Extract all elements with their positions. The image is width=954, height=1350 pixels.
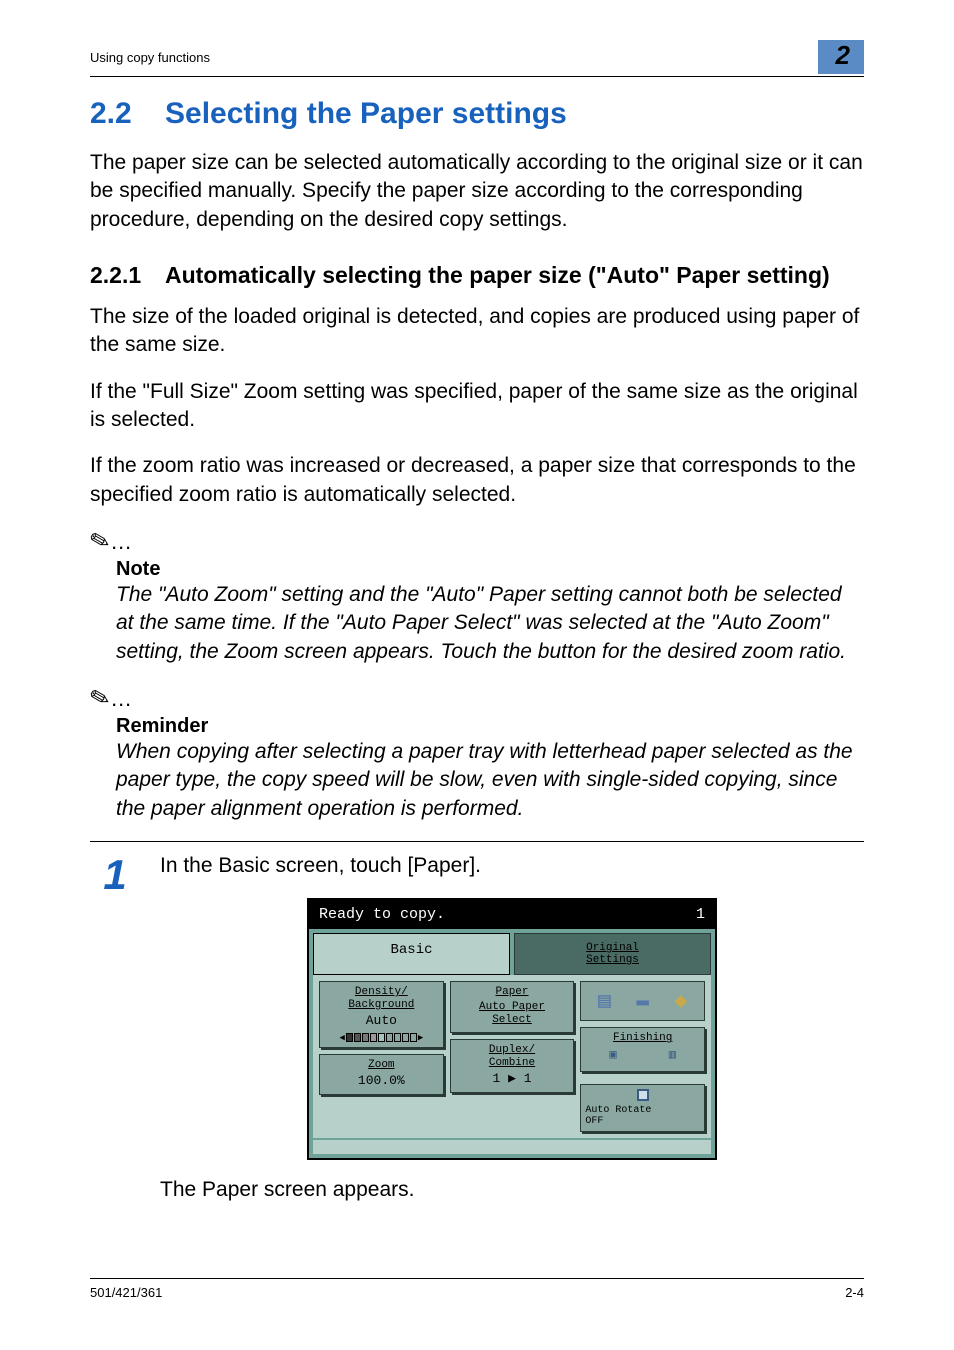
paragraph-3: If the zoom ratio was increased or decre… (90, 452, 864, 509)
lcd-zoom-button[interactable]: Zoom 100.0% (319, 1054, 444, 1096)
note-body: The "Auto Zoom" setting and the "Auto" P… (116, 581, 864, 666)
step-number: 1 (90, 854, 140, 1178)
step-after-text: The Paper screen appears. (160, 1178, 864, 1202)
staple-icon: ▤ (598, 988, 611, 1014)
lcd-finishing-button[interactable]: Finishing ▣ ▥ (580, 1027, 705, 1071)
step-1: 1 In the Basic screen, touch [Paper]. Re… (90, 841, 864, 1178)
lcd-status: Ready to copy. (319, 906, 445, 923)
running-head: Using copy functions (90, 50, 210, 65)
sort-icon: ▣ (609, 1049, 616, 1063)
reminder-label: Reminder (116, 715, 864, 738)
subsection-title: Automatically selecting the paper size (… (165, 262, 830, 289)
subsection-heading: 2.2.1 Automatically selecting the paper … (90, 262, 864, 289)
lcd-tab-basic[interactable]: Basic (313, 933, 510, 975)
footer-left: 501/421/361 (90, 1285, 162, 1300)
lcd-finishing-icons: ▤ ▬ ◆ (580, 981, 705, 1021)
lcd-density-button[interactable]: Density/ Background Auto ◀ ▶ (319, 981, 444, 1048)
intro-paragraph: The paper size can be selected automatic… (90, 149, 864, 234)
subsection-number: 2.2.1 (90, 262, 165, 289)
reminder-body: When copying after selecting a paper tra… (116, 738, 864, 823)
reminder-block: ✎… Reminder When copying after selecting… (90, 684, 864, 823)
density-bar-icon: ◀ ▶ (322, 1033, 441, 1043)
chapter-badge: 2 (818, 40, 864, 74)
note-block: ✎… Note The "Auto Zoom" setting and the … (90, 527, 864, 666)
fold-icon: ◆ (675, 988, 688, 1014)
dots-icon: … (110, 529, 134, 554)
lcd-count: 1 (696, 906, 705, 923)
lcd-tab-original-settings[interactable]: Original Settings (514, 933, 711, 975)
note-label: Note (116, 558, 864, 581)
punch-icon: ▬ (636, 990, 649, 1013)
lcd-duplex-button[interactable]: Duplex/ Combine 1 ▶ 1 (450, 1039, 575, 1093)
page-footer: 501/421/361 2-4 (90, 1278, 864, 1300)
page-header: Using copy functions 2 (90, 40, 864, 77)
paragraph-2: If the "Full Size" Zoom setting was spec… (90, 378, 864, 435)
footer-right: 2-4 (845, 1285, 864, 1300)
lcd-screenshot: Ready to copy. 1 Basic Original Settings… (160, 898, 864, 1160)
section-number: 2.2 (90, 97, 165, 131)
dots-icon: … (110, 686, 134, 711)
lcd-auto-rotate-button[interactable]: Auto Rotate OFF (580, 1084, 705, 1132)
step-text: In the Basic screen, touch [Paper]. (160, 854, 864, 878)
group-icon: ▥ (669, 1049, 676, 1063)
rotate-icon (637, 1089, 649, 1101)
paragraph-1: The size of the loaded original is detec… (90, 303, 864, 360)
lcd-paper-button[interactable]: Paper Auto Paper Select (450, 981, 575, 1033)
section-heading: 2.2Selecting the Paper settings (90, 97, 864, 131)
section-title: Selecting the Paper settings (165, 97, 567, 130)
